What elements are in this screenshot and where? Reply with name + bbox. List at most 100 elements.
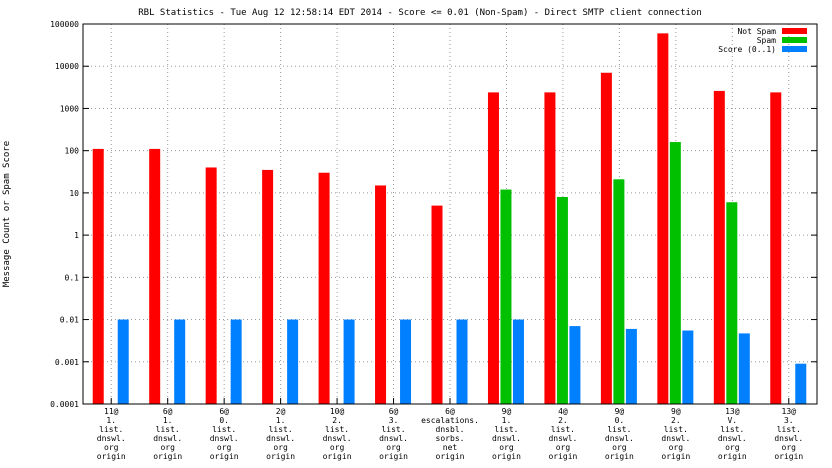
bar-spam [669, 142, 681, 404]
x-tick-label-line: 13@ [725, 407, 740, 416]
chart-title: RBL Statistics - Tue Aug 12 12:58:14 EDT… [138, 8, 702, 18]
x-tick-label-line: 1. [163, 416, 173, 425]
x-tick-label-line: dnswl. [153, 434, 182, 443]
x-tick-label-line: dnswl. [266, 434, 295, 443]
grid-layer [83, 23, 817, 405]
legend-label: Not Spam [737, 27, 776, 36]
bar-not-spam [149, 148, 161, 404]
x-tick-label: 6@ 3. list. dnswl. org origin [379, 407, 408, 461]
x-tick-label: 13@ V. list. dnswl. org origin [718, 407, 747, 461]
x-tick-label-line: list. [494, 425, 518, 434]
x-tick-label-line: org [612, 443, 627, 452]
x-tick-label: 10@ 2. list. dnswl. org origin [323, 407, 352, 461]
bar-score-0-1- [117, 319, 129, 404]
x-tick-label-line: dnsbl. [436, 425, 465, 434]
y-tick-label: 10000 [55, 62, 79, 71]
bar-score-0-1- [174, 319, 186, 404]
x-tick-label-line: org [499, 443, 514, 452]
x-tick-label: 6@ 1. list. dnswl. org origin [153, 407, 182, 461]
x-tick-label-line: list. [325, 425, 349, 434]
x-tick-label: 4@ 2. list. dnswl. org origin [548, 407, 577, 461]
x-tick-label-line: 3. [389, 416, 399, 425]
x-tick-label-line: 1. [276, 416, 286, 425]
bar-score-0-1- [230, 319, 242, 404]
bar-not-spam [600, 72, 612, 405]
x-tick-label-line: 9@ [671, 407, 681, 416]
y-tick-label: 0.0001 [50, 400, 79, 409]
bar-not-spam [262, 169, 274, 404]
y-tick-label: 0.01 [60, 316, 79, 325]
x-tick-label-line: 9@ [502, 407, 512, 416]
bar-score-0-1- [343, 319, 355, 404]
x-tick-label-line: list. [99, 425, 123, 434]
x-tick-label-line: 6@ [163, 407, 173, 416]
x-tick-label-line: list. [720, 425, 744, 434]
x-tick-label-line: dnswl. [661, 434, 690, 443]
x-tick-label-line: 2@ [276, 407, 286, 416]
legend-swatch [782, 28, 807, 34]
bar-not-spam [713, 90, 725, 405]
x-tick-label: 6@ escalations. dnsbl. sorbs. net origin [421, 407, 479, 461]
bar-score-0-1- [456, 319, 468, 404]
x-tick-label-line: 11@ [104, 407, 119, 416]
x-tick-label-line: dnswl. [323, 434, 352, 443]
x-tick-label-line: org [217, 443, 232, 452]
x-tick-label-line: list. [551, 425, 575, 434]
x-tick-label-line: escalations. [421, 416, 479, 425]
legend-label: Score (0..1) [718, 45, 776, 54]
x-tick-label-line: origin [323, 452, 352, 461]
bar-score-0-1- [400, 319, 412, 404]
y-tick-label: 0.1 [65, 273, 80, 282]
bar-not-spam [770, 92, 782, 404]
bar-score-0-1- [287, 319, 299, 404]
bar-not-spam [205, 167, 217, 404]
x-tick-label-line: org [104, 443, 119, 452]
x-tick-label-line: 2. [558, 416, 568, 425]
x-tick-label-line: org [669, 443, 684, 452]
x-tick-label-line: origin [210, 452, 239, 461]
x-tick-label: 11@ 1. list. dnswl. org origin [97, 407, 126, 461]
x-tick-label-line: 1. [106, 416, 116, 425]
x-tick-label: 9@ 1. list. dnswl. org origin [492, 407, 521, 461]
x-tick-label-line: 13@ [782, 407, 797, 416]
x-tick-label-line: org [782, 443, 797, 452]
x-tick-label-line: origin [718, 452, 747, 461]
x-tick-label-line: dnswl. [605, 434, 634, 443]
bar-score-0-1- [625, 328, 637, 404]
x-tick-label-line: 2. [332, 416, 342, 425]
x-tick-label-line: list. [269, 425, 293, 434]
x-tick-label-line: list. [777, 425, 801, 434]
x-tick-label-line: 0. [219, 416, 229, 425]
x-tick-label-line: V. [727, 416, 737, 425]
x-tick-label-line: origin [492, 452, 521, 461]
x-tick-label-line: 6@ [389, 407, 399, 416]
x-tick-label-line: sorbs. [436, 434, 465, 443]
bar-not-spam [431, 205, 443, 404]
x-tick-label: 9@ 2. list. dnswl. org origin [661, 407, 690, 461]
x-tick-label-line: origin [379, 452, 408, 461]
y-tick-label: 0.001 [55, 358, 79, 367]
x-tick-label-line: dnswl. [492, 434, 521, 443]
bar-not-spam [487, 92, 499, 404]
x-tick-label-line: list. [212, 425, 236, 434]
y-axis-label: Message Count or Spam Score [2, 141, 12, 287]
x-tick-label-line: list. [381, 425, 405, 434]
legend-label: Spam [757, 36, 776, 45]
x-tick-label-line: list. [664, 425, 688, 434]
x-tick-label-line: list. [607, 425, 631, 434]
bar-not-spam [92, 148, 104, 404]
x-tick-label-line: dnswl. [774, 434, 803, 443]
x-tick-label-line: origin [153, 452, 182, 461]
x-tick-label-line: org [386, 443, 401, 452]
x-tick-label-line: origin [605, 452, 634, 461]
x-tick-label-line: 3. [784, 416, 794, 425]
y-tick-label: 1 [74, 231, 79, 240]
x-tick-label-line: 2. [671, 416, 681, 425]
x-tick-label-line: 10@ [330, 407, 345, 416]
bar-spam [500, 189, 512, 404]
x-tick-label-line: origin [97, 452, 126, 461]
bar-spam [726, 202, 738, 404]
x-tick-label-line: org [330, 443, 345, 452]
